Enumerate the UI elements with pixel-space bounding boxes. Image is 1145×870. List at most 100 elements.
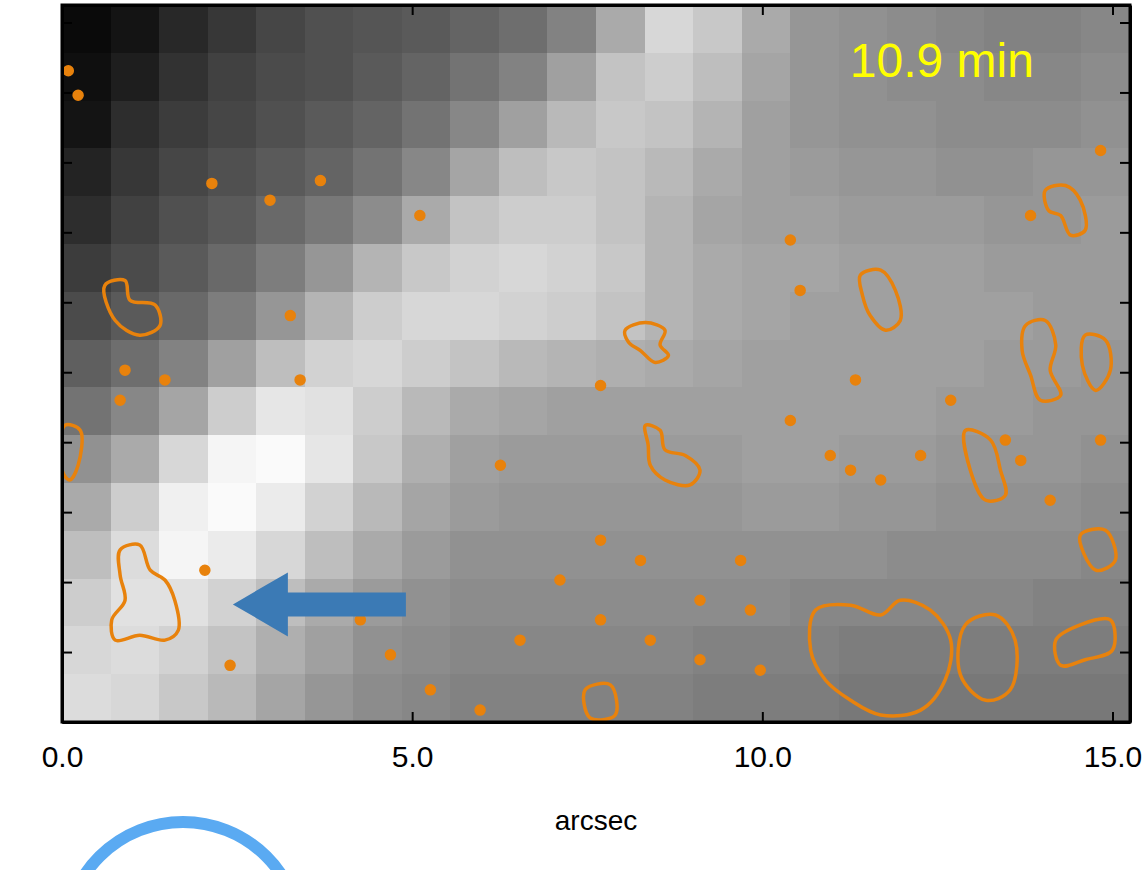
cell <box>936 196 985 244</box>
cell <box>742 196 791 244</box>
cell <box>547 148 596 196</box>
cell <box>499 340 548 388</box>
cell <box>887 387 936 435</box>
contour-spot <box>736 555 746 565</box>
cell <box>547 579 596 627</box>
cell <box>499 483 548 531</box>
cell <box>256 483 305 531</box>
cell <box>353 531 402 579</box>
cell <box>693 387 742 435</box>
contour-spot <box>63 66 73 76</box>
contour-spot <box>207 178 217 188</box>
contour-spot <box>1096 435 1106 445</box>
cell <box>256 531 305 579</box>
cell <box>693 148 742 196</box>
cell <box>305 435 354 483</box>
cell <box>742 626 791 674</box>
cell <box>790 5 839 53</box>
cell <box>111 244 160 292</box>
contour-spot <box>385 650 395 660</box>
contour-spot <box>120 365 130 375</box>
cell <box>645 531 694 579</box>
cell <box>693 531 742 579</box>
cell <box>693 626 742 674</box>
contour-spot <box>495 460 505 470</box>
cell <box>742 244 791 292</box>
cell <box>1081 53 1130 101</box>
cell <box>111 387 160 435</box>
contour-spot <box>73 90 83 100</box>
cell <box>499 292 548 340</box>
cell <box>111 5 160 53</box>
cell <box>936 148 985 196</box>
cell <box>62 387 111 435</box>
cell <box>450 435 499 483</box>
cell <box>450 292 499 340</box>
cell <box>839 148 888 196</box>
cell <box>1081 674 1130 722</box>
axis-title: arcsec <box>555 805 637 836</box>
contour-spot <box>555 575 565 585</box>
cell <box>547 483 596 531</box>
cell <box>693 435 742 483</box>
cell <box>936 531 985 579</box>
cell <box>208 53 257 101</box>
cell <box>111 53 160 101</box>
cell <box>742 674 791 722</box>
cell <box>402 292 451 340</box>
cell <box>256 387 305 435</box>
cell <box>159 674 208 722</box>
cell <box>62 531 111 579</box>
cell <box>693 674 742 722</box>
contour-spot <box>755 665 765 675</box>
cell <box>1033 53 1082 101</box>
contour-spot <box>265 195 275 205</box>
cell <box>1081 483 1130 531</box>
cell <box>450 101 499 149</box>
contour-spot <box>425 685 435 695</box>
cell <box>402 435 451 483</box>
cell <box>984 579 1033 627</box>
cell <box>645 435 694 483</box>
contour-spot <box>596 381 606 391</box>
cell <box>305 340 354 388</box>
cell <box>645 196 694 244</box>
contour-spot <box>850 375 860 385</box>
cell <box>742 101 791 149</box>
cell <box>693 244 742 292</box>
cell <box>305 5 354 53</box>
contour <box>1022 320 1061 402</box>
cell <box>208 148 257 196</box>
contour-spot <box>1026 211 1036 221</box>
cell <box>256 53 305 101</box>
cell <box>305 196 354 244</box>
cell <box>208 196 257 244</box>
contour <box>625 323 669 363</box>
cell <box>305 483 354 531</box>
cell <box>1033 483 1082 531</box>
cell <box>111 626 160 674</box>
cell <box>596 196 645 244</box>
contour <box>859 269 901 330</box>
cell <box>790 244 839 292</box>
cell <box>353 340 402 388</box>
cell <box>547 435 596 483</box>
contour <box>1044 185 1086 236</box>
cell <box>111 579 160 627</box>
cell <box>159 5 208 53</box>
cell <box>450 340 499 388</box>
contour-spot <box>1096 145 1106 155</box>
contour-spot <box>635 555 645 565</box>
cell <box>111 101 160 149</box>
cell <box>159 244 208 292</box>
cell <box>936 292 985 340</box>
cell <box>499 626 548 674</box>
cell <box>1081 244 1130 292</box>
cell <box>1033 674 1082 722</box>
cell <box>450 244 499 292</box>
cell <box>984 196 1033 244</box>
cell <box>499 435 548 483</box>
cell <box>159 387 208 435</box>
cell <box>984 387 1033 435</box>
contour-spot <box>225 660 235 670</box>
